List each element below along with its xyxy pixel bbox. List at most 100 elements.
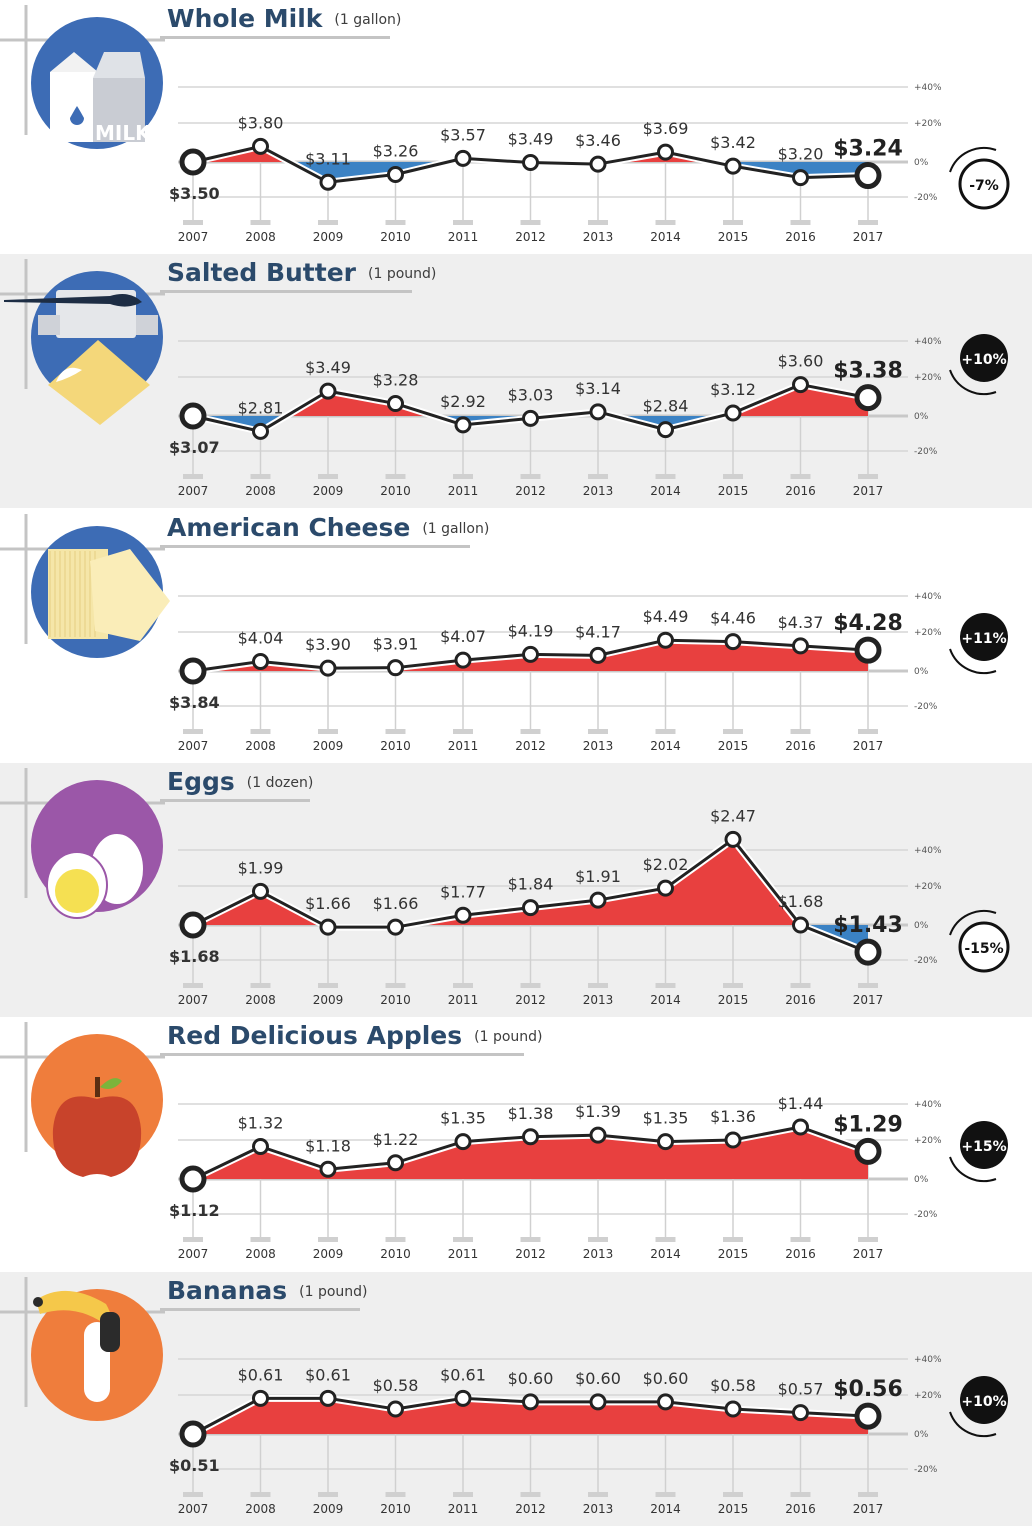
data-point xyxy=(522,899,539,917)
year-label: 2017 xyxy=(853,484,884,498)
year-tick xyxy=(183,729,203,734)
year-label: 2007 xyxy=(178,484,209,498)
title-rule xyxy=(160,1053,524,1056)
year-tick xyxy=(520,474,541,479)
value-label: $3.90 xyxy=(305,635,351,654)
value-label: $1.29 xyxy=(833,1112,903,1137)
panel-red-delicious-apples: +40% +20% 0% -20% 2007 2008 2009 2010 2011 2012 20… xyxy=(0,1017,1032,1271)
year-tick xyxy=(588,1492,608,1497)
value-label: $3.24 xyxy=(833,137,903,162)
data-point xyxy=(724,633,742,651)
chart-svg: +40% +20% 0% -20% 2007 2008 2009 2010 2011 2012 20… xyxy=(0,514,1008,753)
value-label: $3.80 xyxy=(238,113,284,132)
value-label: $0.58 xyxy=(710,1376,756,1395)
year-tick xyxy=(385,729,406,734)
value-label: $1.18 xyxy=(305,1136,351,1155)
chart-svg: +40% +20% 0% -20% 2007 2008 2009 2010 2011 2012 20… xyxy=(0,1277,1008,1516)
value-label: $0.60 xyxy=(643,1369,689,1388)
data-point xyxy=(454,651,472,669)
data-point xyxy=(454,1389,472,1407)
year-label: 2009 xyxy=(313,1247,344,1261)
item-unit: (1 gallon) xyxy=(334,12,402,28)
data-point xyxy=(792,169,809,187)
year-label: 2016 xyxy=(785,1247,816,1261)
banana-icon xyxy=(33,1290,120,1402)
value-label: $3.26 xyxy=(373,141,419,160)
year-label: 2007 xyxy=(178,739,209,753)
value-label: $1.39 xyxy=(575,1102,621,1121)
year-label: 2017 xyxy=(853,230,884,244)
value-label: $1.22 xyxy=(373,1130,419,1149)
increase-area xyxy=(530,1401,598,1434)
value-label: $4.46 xyxy=(710,609,756,628)
right-tick-label: +20% xyxy=(914,882,942,892)
data-point xyxy=(724,404,742,422)
year-label: 2009 xyxy=(313,230,344,244)
value-label: $3.11 xyxy=(305,149,351,168)
year-tick xyxy=(250,1492,271,1497)
item-name: Bananas xyxy=(167,1276,288,1305)
knife xyxy=(4,294,142,307)
value-label: $2.92 xyxy=(440,392,486,411)
year-label: 2014 xyxy=(650,230,681,244)
year-tick xyxy=(453,220,473,225)
value-label: $3.50 xyxy=(169,184,220,203)
data-point xyxy=(657,421,674,439)
item-unit: (1 pound) xyxy=(474,1029,543,1045)
year-label: 2016 xyxy=(785,739,816,753)
increase-area xyxy=(800,1127,868,1179)
increase-area xyxy=(260,1398,328,1434)
value-label: $1.68 xyxy=(169,947,220,966)
data-point xyxy=(589,403,607,421)
data-point xyxy=(589,1393,607,1411)
data-point xyxy=(854,162,882,190)
change-label: +10% xyxy=(961,1394,1006,1410)
data-point xyxy=(657,143,674,161)
change-label: -15% xyxy=(964,941,1003,957)
right-tick-label: +20% xyxy=(914,1391,942,1401)
year-label: 2010 xyxy=(380,1247,411,1261)
year-tick xyxy=(588,729,608,734)
data-point xyxy=(454,906,472,924)
year-tick xyxy=(250,220,271,225)
increase-area xyxy=(463,1136,531,1179)
year-tick xyxy=(453,1237,473,1242)
right-tick-label: -20% xyxy=(914,1465,938,1475)
data-point xyxy=(657,631,674,649)
data-point xyxy=(387,1154,404,1172)
increase-area xyxy=(598,1401,666,1434)
year-tick xyxy=(858,1237,878,1242)
change-badge: +11% xyxy=(949,613,1008,675)
value-label: $0.57 xyxy=(778,1380,824,1399)
year-label: 2012 xyxy=(515,739,546,753)
data-point xyxy=(319,173,337,191)
year-label: 2010 xyxy=(380,484,411,498)
year-tick xyxy=(790,474,811,479)
data-point xyxy=(657,1393,674,1411)
carton-front xyxy=(50,72,98,142)
change-badge: +15% xyxy=(949,1121,1008,1183)
right-tick-label: -20% xyxy=(914,1210,938,1220)
year-label: 2016 xyxy=(785,1502,816,1516)
data-point xyxy=(319,918,337,936)
right-tick-label: +40% xyxy=(914,83,942,93)
year-tick xyxy=(655,1237,676,1242)
value-label: $4.04 xyxy=(238,629,284,648)
year-tick xyxy=(858,729,878,734)
change-badge: +10% xyxy=(949,334,1008,396)
year-label: 2011 xyxy=(448,1502,479,1516)
year-tick xyxy=(385,983,406,988)
change-label: +15% xyxy=(961,1139,1006,1155)
year-label: 2011 xyxy=(448,484,479,498)
value-label: $3.07 xyxy=(169,438,220,457)
year-tick xyxy=(723,1492,743,1497)
value-label: $3.03 xyxy=(508,385,554,404)
panel-salted-butter: +40% +20% 0% -20% 2007 2008 2009 2010 2011 2012 20… xyxy=(0,254,1032,508)
year-tick xyxy=(858,220,878,225)
value-label: $0.61 xyxy=(440,1365,486,1384)
year-tick xyxy=(790,1237,811,1242)
data-point xyxy=(522,409,539,427)
right-tick-label: -20% xyxy=(914,956,938,966)
cheese-icon xyxy=(48,549,170,641)
year-label: 2011 xyxy=(448,1247,479,1261)
